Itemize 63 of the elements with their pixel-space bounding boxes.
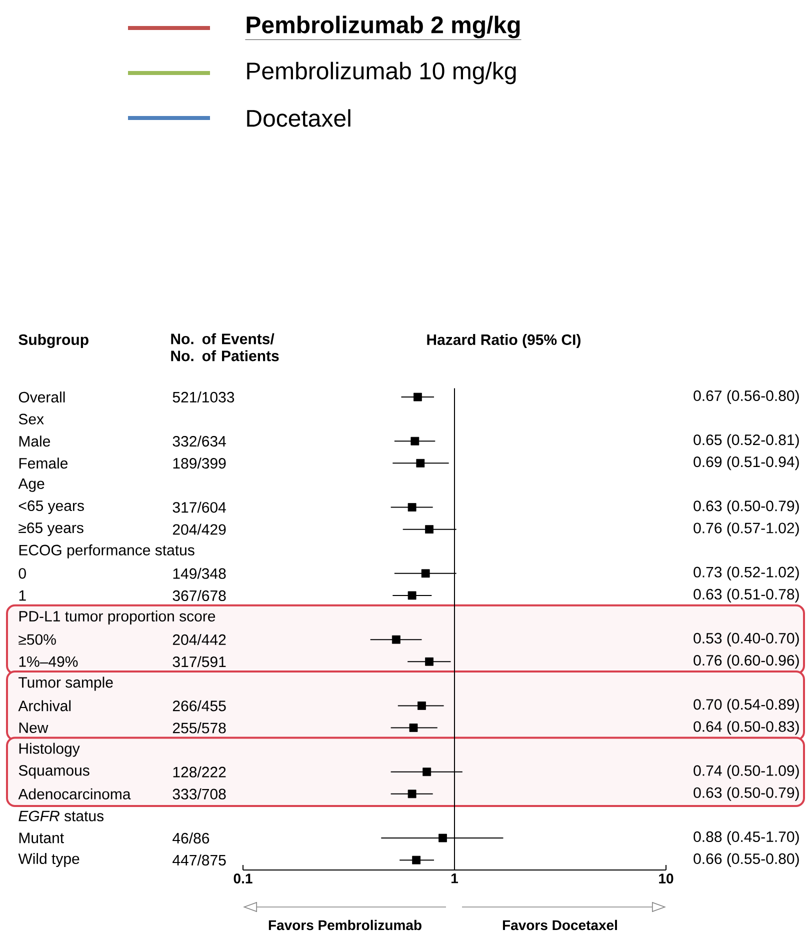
- data-label: 0.74 (0.50-1.09): [694, 764, 799, 779]
- y-tick-label: Overall: [18, 391, 65, 403]
- y-axis-title: Subgroup: [18, 334, 88, 348]
- data-label: 0.69 (0.51-0.94): [694, 456, 799, 470]
- y-tick-label: 1: [19, 590, 26, 601]
- y-tick-label: Male: [19, 436, 50, 447]
- data-label: 0.64 (0.50-0.83): [694, 720, 799, 735]
- data-label: 0.63 (0.50-0.79): [694, 500, 799, 514]
- data-label: 0.70 (0.54-0.89): [694, 698, 799, 713]
- y-tick-label: EGFR status: [18, 810, 104, 822]
- text: 317/591: [172, 656, 226, 668]
- text: No. of Events/ No. of Patients: [171, 333, 279, 362]
- text: 204/442: [172, 634, 226, 646]
- y-tick-label: ECOG performance status: [19, 544, 194, 558]
- y-tick-label: New: [19, 722, 48, 734]
- text: 521/1033: [172, 391, 234, 403]
- y-tick-label: Age: [18, 478, 44, 492]
- data-label: 0.66 (0.55-0.80): [694, 853, 799, 867]
- data-label: 0.53 (0.40-0.70): [694, 632, 799, 646]
- text: 447/875: [172, 854, 226, 866]
- y-tick-label: <65 years: [18, 500, 84, 514]
- y-tick-label: ≥65 years: [18, 522, 84, 536]
- y-tick-label: PD-L1 tumor proportion score: [19, 610, 216, 624]
- data-label: 0.88 (0.45-1.70): [694, 831, 799, 845]
- data-label: 0.76 (0.60-0.96): [694, 654, 799, 669]
- text: 204/429: [172, 524, 226, 535]
- text: 317/604: [172, 502, 226, 513]
- text: 266/455: [172, 700, 226, 712]
- y-tick-label: 0: [18, 568, 26, 579]
- data-label: 0.67 (0.56-0.80): [694, 390, 799, 404]
- x-tick-label: 0.1: [234, 874, 252, 884]
- text: 333/708: [172, 788, 226, 800]
- y-tick-label: 1%–49%: [19, 656, 78, 667]
- text: 149/348: [173, 568, 226, 579]
- text: Favors Docetaxel: [502, 920, 617, 930]
- text: 46/86: [172, 832, 210, 844]
- text: 332/634: [172, 436, 226, 447]
- y-tick-label: Mutant: [19, 832, 64, 844]
- y-tick-label: Adenocarcinoma: [18, 788, 131, 800]
- legend-label: Pembrolizumab 2 mg/kg: [246, 16, 520, 38]
- y-tick-label: Tumor sample: [18, 676, 113, 691]
- data-label: 0.73 (0.52-1.02): [694, 566, 799, 580]
- text: Favors Pembrolizumab: [268, 920, 422, 930]
- y-tick-label: Female: [19, 458, 68, 469]
- data-label: 0.76 (0.57-1.02): [694, 522, 799, 536]
- y-tick-label: Sex: [18, 414, 44, 424]
- y-tick-label: Wild type: [18, 853, 80, 867]
- data-label: 0.63 (0.50-0.79): [694, 786, 799, 801]
- y-tick-label: ≥50%: [18, 634, 56, 645]
- chart-title: Hazard Ratio (95% CI): [427, 334, 580, 348]
- text: 367/678: [172, 590, 226, 602]
- y-tick-label: Squamous: [18, 765, 90, 779]
- y-tick-label: Archival: [18, 700, 71, 712]
- text: 128/222: [173, 766, 226, 778]
- legend-label: Docetaxel: [247, 109, 350, 127]
- legend-label: Pembrolizumab 10 mg/kg: [247, 62, 516, 84]
- data-label: 0.63 (0.51-0.78): [694, 588, 799, 602]
- data-label: 0.65 (0.52-0.81): [694, 434, 799, 448]
- text: 255/578: [172, 722, 226, 734]
- x-tick-label: 10: [659, 874, 674, 884]
- text: 189/399: [173, 458, 226, 469]
- y-tick-label: Histology: [19, 742, 80, 757]
- x-tick-label: 1: [451, 874, 458, 884]
